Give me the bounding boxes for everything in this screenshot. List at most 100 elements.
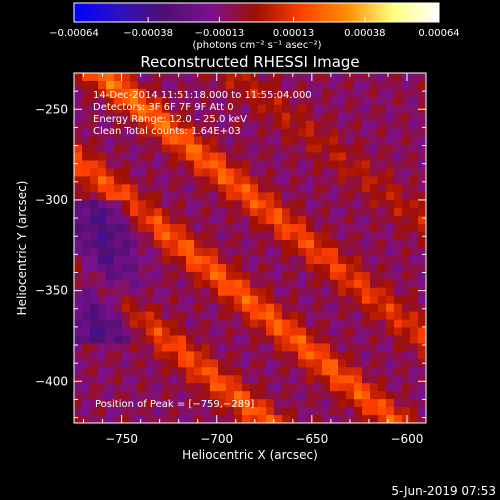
- heatmap-cell: [170, 128, 179, 138]
- heatmap-cell: [234, 271, 243, 281]
- heatmap-cell: [162, 248, 171, 257]
- heatmap-cell: [178, 311, 187, 320]
- heatmap-cell: [370, 359, 379, 368]
- heatmap-cell: [210, 415, 219, 423]
- heatmap-cell: [202, 208, 211, 217]
- heatmap-cell: [250, 407, 259, 416]
- heatmap-cell: [266, 319, 275, 328]
- heatmap-cell: [146, 176, 155, 185]
- heatmap-cell: [290, 271, 299, 281]
- heatmap-cell: [226, 359, 235, 368]
- heatmap-cell: [354, 263, 363, 273]
- heatmap-cell: [362, 255, 371, 265]
- heatmap-cell: [274, 144, 283, 153]
- heatmap-cell: [154, 128, 163, 138]
- heatmap-cell: [146, 88, 155, 98]
- heatmap-cell: [82, 216, 91, 225]
- heatmap-cell: [298, 248, 307, 257]
- heatmap-cell: [82, 112, 91, 122]
- heatmap-cell: [218, 104, 227, 114]
- heatmap-cell: [106, 319, 115, 328]
- heatmap-cell: [370, 224, 379, 233]
- heatmap-cell: [338, 176, 347, 185]
- heatmap-cell: [130, 136, 139, 145]
- heatmap-cell: [90, 359, 99, 368]
- heatmap-cell: [266, 152, 275, 161]
- heatmap-cell: [290, 184, 299, 193]
- heatmap-cell: [290, 263, 299, 273]
- heatmap-cell: [170, 104, 179, 114]
- heatmap-cell: [90, 96, 99, 106]
- heatmap-cell: [202, 136, 211, 145]
- heatmap-cell: [114, 311, 123, 320]
- heatmap-cell: [370, 335, 379, 344]
- heatmap-cell: [106, 263, 115, 273]
- heatmap-cell: [130, 271, 139, 281]
- heatmap-cell: [402, 88, 411, 98]
- heatmap-cell: [194, 359, 203, 368]
- heatmap-cell: [258, 184, 267, 193]
- heatmap-cell: [202, 120, 211, 130]
- heatmap-cell: [106, 128, 115, 138]
- heatmap-cell: [354, 335, 363, 344]
- heatmap-cell: [202, 287, 211, 297]
- heatmap-cell: [106, 335, 115, 344]
- heatmap-cell: [314, 144, 323, 153]
- heatmap-cell: [322, 73, 331, 82]
- heatmap-cell: [378, 367, 387, 376]
- heatmap-cell: [130, 120, 139, 130]
- heatmap-cell: [130, 391, 139, 400]
- heatmap-cell: [114, 415, 123, 423]
- heatmap-cell: [394, 208, 403, 217]
- heatmap-cell: [226, 184, 235, 193]
- heatmap-cell: [98, 375, 107, 384]
- heatmap-cell: [74, 144, 83, 153]
- heatmap-cell: [370, 152, 379, 161]
- heatmap-cell: [290, 279, 299, 289]
- heatmap-cell: [194, 311, 203, 320]
- heatmap-cell: [274, 200, 283, 209]
- heatmap-cell: [266, 240, 275, 249]
- heatmap-cell: [170, 136, 179, 145]
- heatmap-cell: [282, 224, 291, 233]
- heatmap-cell: [226, 255, 235, 265]
- heatmap-cell: [410, 152, 419, 161]
- heatmap-cell: [114, 263, 123, 273]
- heatmap-cell: [306, 232, 315, 241]
- heatmap-cell: [322, 263, 331, 273]
- heatmap-cell: [98, 208, 107, 217]
- heatmap-cell: [402, 271, 411, 281]
- heatmap-cell: [98, 279, 107, 289]
- heatmap-cell: [394, 407, 403, 416]
- heatmap-cell: [322, 271, 331, 281]
- heatmap-cell: [282, 255, 291, 265]
- heatmap-cell: [210, 287, 219, 297]
- heatmap-cell: [354, 112, 363, 122]
- heatmap-cell: [122, 343, 131, 352]
- heatmap-cell: [394, 96, 403, 106]
- heatmap-cell: [354, 136, 363, 145]
- heatmap-cell: [330, 144, 339, 153]
- heatmap-cell: [322, 287, 331, 297]
- heatmap-cell: [330, 216, 339, 225]
- heatmap-cell: [114, 128, 123, 138]
- heatmap-cell: [274, 359, 283, 368]
- heatmap-cell: [138, 216, 147, 225]
- heatmap-cell: [346, 271, 355, 281]
- heatmap-cell: [194, 391, 203, 400]
- heatmap-cell: [90, 303, 99, 313]
- heatmap-cell: [314, 327, 323, 336]
- heatmap-cell: [322, 255, 331, 265]
- heatmap-cell: [298, 255, 307, 265]
- heatmap-cell: [298, 232, 307, 241]
- heatmap-cell: [338, 208, 347, 217]
- heatmap-cell: [210, 271, 219, 281]
- heatmap-cell: [394, 120, 403, 130]
- heatmap-cell: [162, 240, 171, 249]
- heatmap-cell: [154, 295, 163, 305]
- heatmap-cell: [122, 104, 131, 114]
- heatmap-cell: [290, 200, 299, 209]
- heatmap-cell: [394, 248, 403, 257]
- heatmap-cell: [266, 367, 275, 376]
- heatmap-cell: [194, 367, 203, 376]
